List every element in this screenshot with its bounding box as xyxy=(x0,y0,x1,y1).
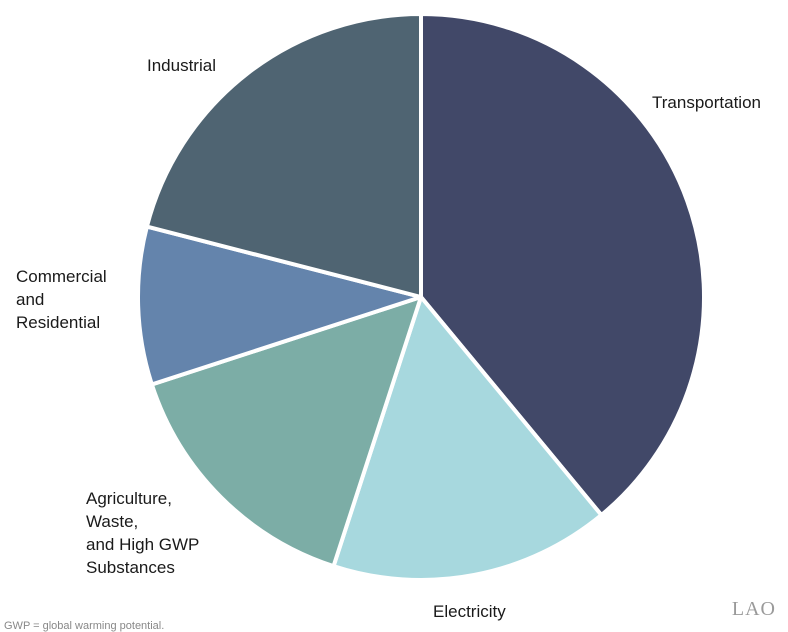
lao-logo: LAO xyxy=(731,598,776,620)
pie-slice-transportation xyxy=(419,12,707,518)
pie-slice-commercial-and-residential xyxy=(136,224,423,387)
pie-slice-industrial xyxy=(144,12,423,299)
pie-slice-electricity xyxy=(331,295,604,582)
slice-label-agriculture: Agriculture, Waste, and High GWP Substan… xyxy=(86,489,200,577)
slice-label-electricity: Electricity xyxy=(433,602,506,621)
slice-label-transportation: Transportation xyxy=(652,93,761,112)
footnote: GWP = global warming potential. xyxy=(4,620,165,632)
slice-label-industrial: Industrial xyxy=(147,56,216,75)
slice-label-commercial-residential: Commercial and Residential xyxy=(16,267,107,332)
